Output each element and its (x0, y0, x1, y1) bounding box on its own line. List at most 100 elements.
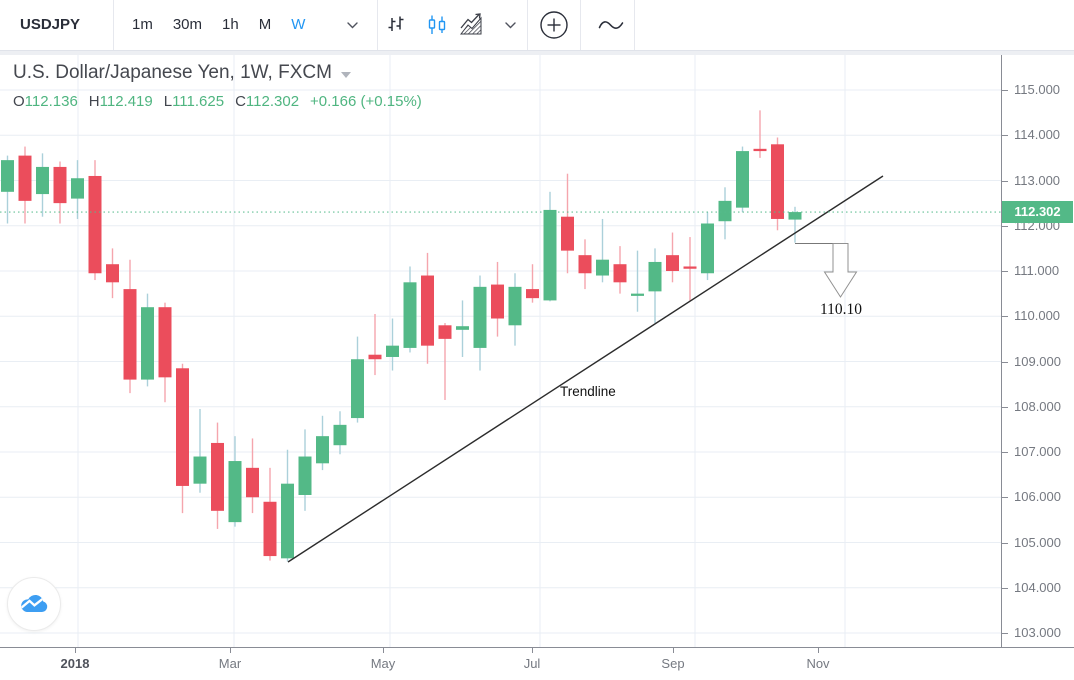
price-tick-label: 110.000 (1014, 308, 1061, 324)
price-tick-label: 109.000 (1014, 353, 1061, 369)
trendline-label[interactable]: Trendline (560, 384, 616, 399)
candle-body[interactable] (123, 289, 137, 380)
candle-body[interactable] (141, 307, 154, 380)
candle-body[interactable] (246, 467, 259, 498)
candle-body[interactable] (736, 151, 749, 208)
time-axis-tick (673, 648, 674, 653)
candle-body[interactable] (771, 144, 784, 219)
candle-body[interactable] (613, 264, 627, 283)
price-axis-tick (1002, 542, 1008, 544)
price-tick-label: 104.000 (1014, 579, 1061, 595)
candle-body[interactable] (158, 307, 172, 378)
candle-body[interactable] (561, 216, 574, 251)
bars-chart-icon[interactable] (382, 0, 410, 50)
candle-body[interactable] (18, 155, 32, 201)
candle-body[interactable] (421, 275, 434, 346)
candle-body[interactable] (263, 501, 277, 557)
candle-body[interactable] (543, 209, 557, 301)
price-tick-label: 114.000 (1014, 127, 1061, 143)
title-caret-down-icon[interactable] (340, 71, 351, 78)
timeframe-1h[interactable]: 1h (222, 16, 239, 33)
timeframe-M[interactable]: M (258, 16, 272, 33)
top-toolbar: USDJPY 1m 30m 1h M W (0, 0, 1074, 51)
close-label: C (235, 93, 246, 110)
candle-body[interactable] (491, 284, 504, 319)
time-tick-label: Jul (523, 656, 541, 671)
candle-body[interactable] (753, 148, 767, 152)
time-axis-tick (230, 648, 231, 653)
price-axis-tick (1002, 361, 1008, 363)
price-tick-label: 108.000 (1014, 398, 1061, 414)
timeframe-group: 1m 30m 1h M W (122, 0, 315, 50)
candles-chart-icon[interactable] (422, 0, 452, 50)
price-tick-label: 113.000 (1014, 172, 1061, 188)
high-label: H (88, 93, 100, 110)
publish-idea-button[interactable] (7, 577, 61, 631)
chart-title-row[interactable]: U.S. Dollar/Japanese Yen, 1W, FXCM (13, 62, 422, 84)
candle-body[interactable] (456, 326, 469, 330)
target-price-label[interactable]: 110.10 (819, 301, 863, 318)
candle-body[interactable] (71, 178, 84, 199)
down-arrow-drawing[interactable] (823, 243, 858, 298)
price-tick-label: 106.000 (1014, 489, 1061, 505)
time-axis-tick (75, 648, 76, 653)
chart-title: U.S. Dollar/Japanese Yen, 1W, FXCM (13, 62, 332, 83)
candle-body[interactable] (351, 359, 364, 419)
candle-body[interactable] (193, 456, 207, 484)
candle-body[interactable] (701, 223, 714, 274)
candle-body[interactable] (788, 212, 802, 220)
candle-body[interactable] (211, 442, 224, 511)
candle-body[interactable] (438, 325, 452, 339)
candle-body[interactable] (596, 259, 609, 276)
close-value: 112.302 (245, 93, 300, 110)
trendline-drawing[interactable] (287, 175, 884, 563)
candle-body[interactable] (298, 456, 312, 495)
cloud-chart-icon (21, 594, 48, 612)
candle-body[interactable] (88, 175, 102, 274)
low-value: 111.625 (172, 93, 225, 110)
price-axis-tick (1002, 225, 1008, 227)
price-axis-tick (1002, 406, 1008, 408)
candle-body[interactable] (578, 255, 592, 274)
candle-body[interactable] (36, 166, 49, 195)
candle-body[interactable] (333, 424, 347, 446)
candle-body[interactable] (368, 354, 382, 360)
candle-body[interactable] (316, 436, 329, 464)
time-tick-label: May (370, 656, 396, 671)
compare-plus-icon[interactable] (536, 0, 572, 50)
candle-body[interactable] (53, 166, 67, 204)
symbol-button[interactable]: USDJPY (20, 16, 81, 33)
timeframe-W[interactable]: W (291, 16, 306, 33)
timeframe-chevron-down-icon[interactable] (340, 0, 364, 50)
time-axis[interactable]: 2018 Mar May Jul Sep Nov (0, 647, 1074, 680)
candle-body[interactable] (403, 282, 417, 348)
area-chart-icon[interactable] (455, 0, 493, 50)
line-tool-icon[interactable] (592, 0, 630, 50)
price-axis[interactable]: 112.302 115.000 114.000 113.000 112.000 111.… (1001, 55, 1074, 647)
candle-body[interactable] (106, 264, 119, 283)
price-tick-label: 107.000 (1014, 444, 1061, 459)
candle-body[interactable] (281, 483, 294, 559)
price-axis-tick (1002, 587, 1008, 589)
time-axis-tick (532, 648, 533, 653)
candle-body[interactable] (683, 266, 697, 269)
candle-body[interactable] (176, 368, 189, 486)
candle-body[interactable] (631, 293, 644, 296)
candle-body[interactable] (386, 345, 399, 357)
candle-body[interactable] (508, 286, 522, 326)
price-tick-label: 115.000 (1014, 82, 1061, 97)
chart-type-chevron-down-icon[interactable] (498, 0, 522, 50)
candle-body[interactable] (648, 261, 662, 292)
candle-body[interactable] (526, 289, 539, 299)
price-axis-tick (1002, 135, 1008, 137)
candle-body[interactable] (718, 200, 732, 222)
time-axis-tick (818, 648, 819, 653)
candle-body[interactable] (1, 160, 14, 192)
chart-canvas[interactable] (0, 55, 1001, 647)
timeframe-1m[interactable]: 1m (132, 16, 153, 33)
timeframe-30m[interactable]: 30m (172, 16, 203, 33)
candle-body[interactable] (666, 255, 679, 271)
candle-body[interactable] (473, 286, 487, 348)
candle-body[interactable] (228, 461, 242, 523)
toolbar-separator (527, 0, 528, 50)
